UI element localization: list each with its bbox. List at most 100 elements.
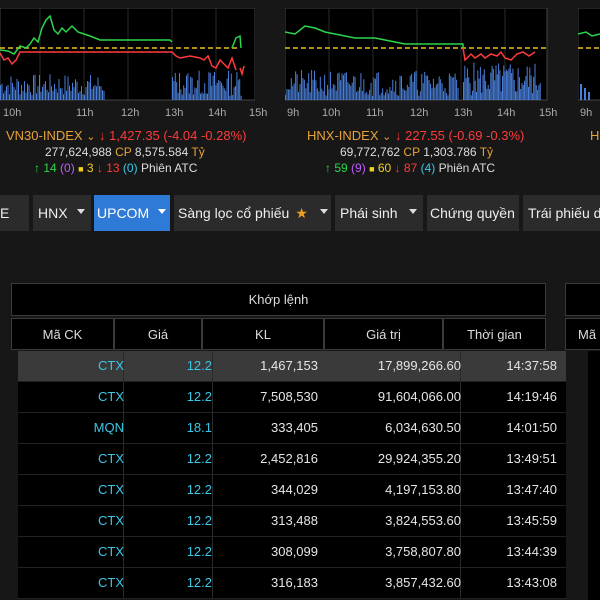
cell-price: 12.2 — [186, 482, 212, 497]
chevron-down-icon[interactable]: ⌄ — [86, 131, 96, 143]
volume-bar — [285, 94, 286, 100]
cell-time: 13:44:39 — [506, 544, 557, 559]
volume-bar — [364, 93, 366, 100]
third-index-chart[interactable] — [577, 7, 600, 104]
volume-bar — [4, 90, 6, 100]
volume-bar — [0, 85, 1, 100]
volume-bar — [87, 81, 88, 100]
col-header-code[interactable]: Mã CK — [11, 318, 114, 350]
volume-bar — [366, 91, 368, 100]
volume-bar — [309, 92, 311, 100]
hnx-chart[interactable] — [284, 7, 548, 104]
volume-bar — [66, 90, 67, 100]
tab-partial-label: E — [0, 205, 10, 221]
vn30-up-count: 14 — [43, 161, 57, 175]
cell-code: CTX — [98, 544, 124, 559]
table-row[interactable]: MQN 18.1 333,405 6,034,630.50 14:01:50 — [18, 413, 566, 444]
volume-bar — [230, 73, 232, 100]
volume-bar — [235, 85, 236, 100]
vn30-down-count: 13 — [106, 161, 120, 175]
volume-bar — [84, 94, 85, 100]
volume-bar — [419, 91, 421, 100]
tab-hnx[interactable]: HNX — [33, 195, 91, 231]
volume-bar — [402, 88, 404, 100]
vn30-index-name[interactable]: VN30-INDEX — [6, 128, 83, 143]
chevron-down-icon[interactable]: ⌄ — [382, 131, 392, 143]
column-divider — [212, 537, 213, 567]
volume-bar — [383, 95, 385, 100]
third-index-name[interactable]: H — [590, 128, 600, 143]
volume-bar — [412, 81, 414, 100]
volume-bar — [73, 87, 75, 100]
table-row[interactable]: CTX 12.2 7,508,530 91,604,066.00 14:19:46 — [18, 382, 566, 413]
volume-bar — [478, 78, 480, 100]
cell-volume: 1,467,153 — [260, 358, 318, 373]
table-row[interactable]: CTX 12.2 316,183 3,857,432.60 13:43:08 — [18, 568, 566, 599]
volume-bar — [499, 70, 501, 100]
hnx-index-name[interactable]: HNX-INDEX — [307, 128, 379, 143]
tab-upcom[interactable]: UPCOM — [94, 195, 170, 231]
volume-bar — [398, 95, 400, 100]
hnx-session: Phiên ATC — [438, 161, 496, 175]
volume-bar — [469, 83, 471, 100]
vn30-ref-count: 3 — [86, 161, 94, 175]
tab-upcom-label: UPCOM — [97, 205, 150, 221]
tab-bonds[interactable]: Trái phiếu d — [523, 195, 600, 231]
cell-volume: 313,488 — [271, 513, 318, 528]
tab-warrants[interactable]: Chứng quyền — [427, 195, 519, 231]
volume-bar — [102, 90, 103, 100]
volume-bar — [503, 65, 505, 100]
volume-bar — [347, 82, 349, 100]
hnx-index-value: 227.55 — [405, 128, 445, 143]
table-row[interactable]: CTX 12.2 2,452,816 29,924,355.20 13:49:51 — [18, 444, 566, 475]
vn30-chart[interactable] — [0, 7, 256, 104]
volume-bar — [39, 74, 40, 100]
arrow-down-icon: ↓ — [96, 161, 103, 175]
volume-bar — [93, 86, 94, 100]
volume-bar — [177, 92, 179, 100]
volume-bar — [18, 81, 19, 100]
cell-price: 12.2 — [186, 451, 212, 466]
volume-bar — [507, 71, 509, 100]
volume-bar — [318, 91, 320, 100]
volume-bar — [305, 88, 307, 100]
volume-bar — [505, 69, 507, 100]
volume-bar — [504, 71, 506, 100]
volume-bar — [340, 80, 342, 100]
volume-bar — [15, 89, 16, 100]
col-header-volume[interactable]: KL — [202, 318, 324, 350]
col-header-price[interactable]: Giá — [114, 318, 202, 350]
vn30-index-line[interactable]: VN30-INDEX ⌄ ↓ 1,427.35 (-4.04 -0.28%) — [6, 128, 247, 143]
vn30-breadth-line: ↑ 14 (0) ■ 3 ↓ 13 (0) Phiên ATC — [34, 161, 197, 175]
volume-bar — [328, 89, 330, 100]
volume-bar — [211, 85, 213, 100]
volume-bar — [236, 72, 238, 100]
volume-bar — [482, 74, 484, 100]
col-header-time[interactable]: Thời gian — [443, 318, 546, 350]
volume-bar — [453, 77, 455, 100]
tab-partial[interactable]: E — [0, 195, 29, 231]
volume-bar — [209, 72, 211, 100]
volume-bar — [193, 94, 194, 100]
table-row[interactable]: CTX 12.2 313,488 3,824,553.60 13:45:59 — [18, 506, 566, 537]
chevron-down-icon — [409, 209, 417, 214]
volume-bar — [374, 78, 376, 100]
cell-volume: 7,508,530 — [260, 389, 318, 404]
volume-bar — [22, 90, 24, 100]
hnx-chart-plot — [284, 7, 548, 101]
volume-bar — [28, 85, 30, 100]
tab-screener[interactable]: Sàng lọc cổ phiếu ★ — [174, 195, 331, 231]
table-row[interactable]: CTX 12.2 1,467,153 17,899,266.60 14:37:58 — [18, 351, 566, 382]
cp-label: CP — [403, 145, 420, 159]
hnx-index-line[interactable]: HNX-INDEX ⌄ ↓ 227.55 (-0.69 -0.3%) — [307, 128, 524, 143]
table-row[interactable]: CTX 12.2 308,099 3,758,807.80 13:44:39 — [18, 537, 566, 568]
volume-bar — [9, 94, 10, 100]
volume-bar — [90, 74, 91, 100]
col-header-value[interactable]: Giá trị — [324, 318, 443, 350]
hnx-xtick: 14h — [497, 107, 516, 119]
table-row[interactable]: CTX 12.2 344,029 4,197,153.80 13:47:40 — [18, 475, 566, 506]
tab-derivatives[interactable]: Phái sinh — [335, 195, 423, 231]
volume-bar — [353, 76, 355, 100]
cell-code: CTX — [98, 358, 124, 373]
right-table-partial-col[interactable]: Mã — [565, 318, 600, 350]
